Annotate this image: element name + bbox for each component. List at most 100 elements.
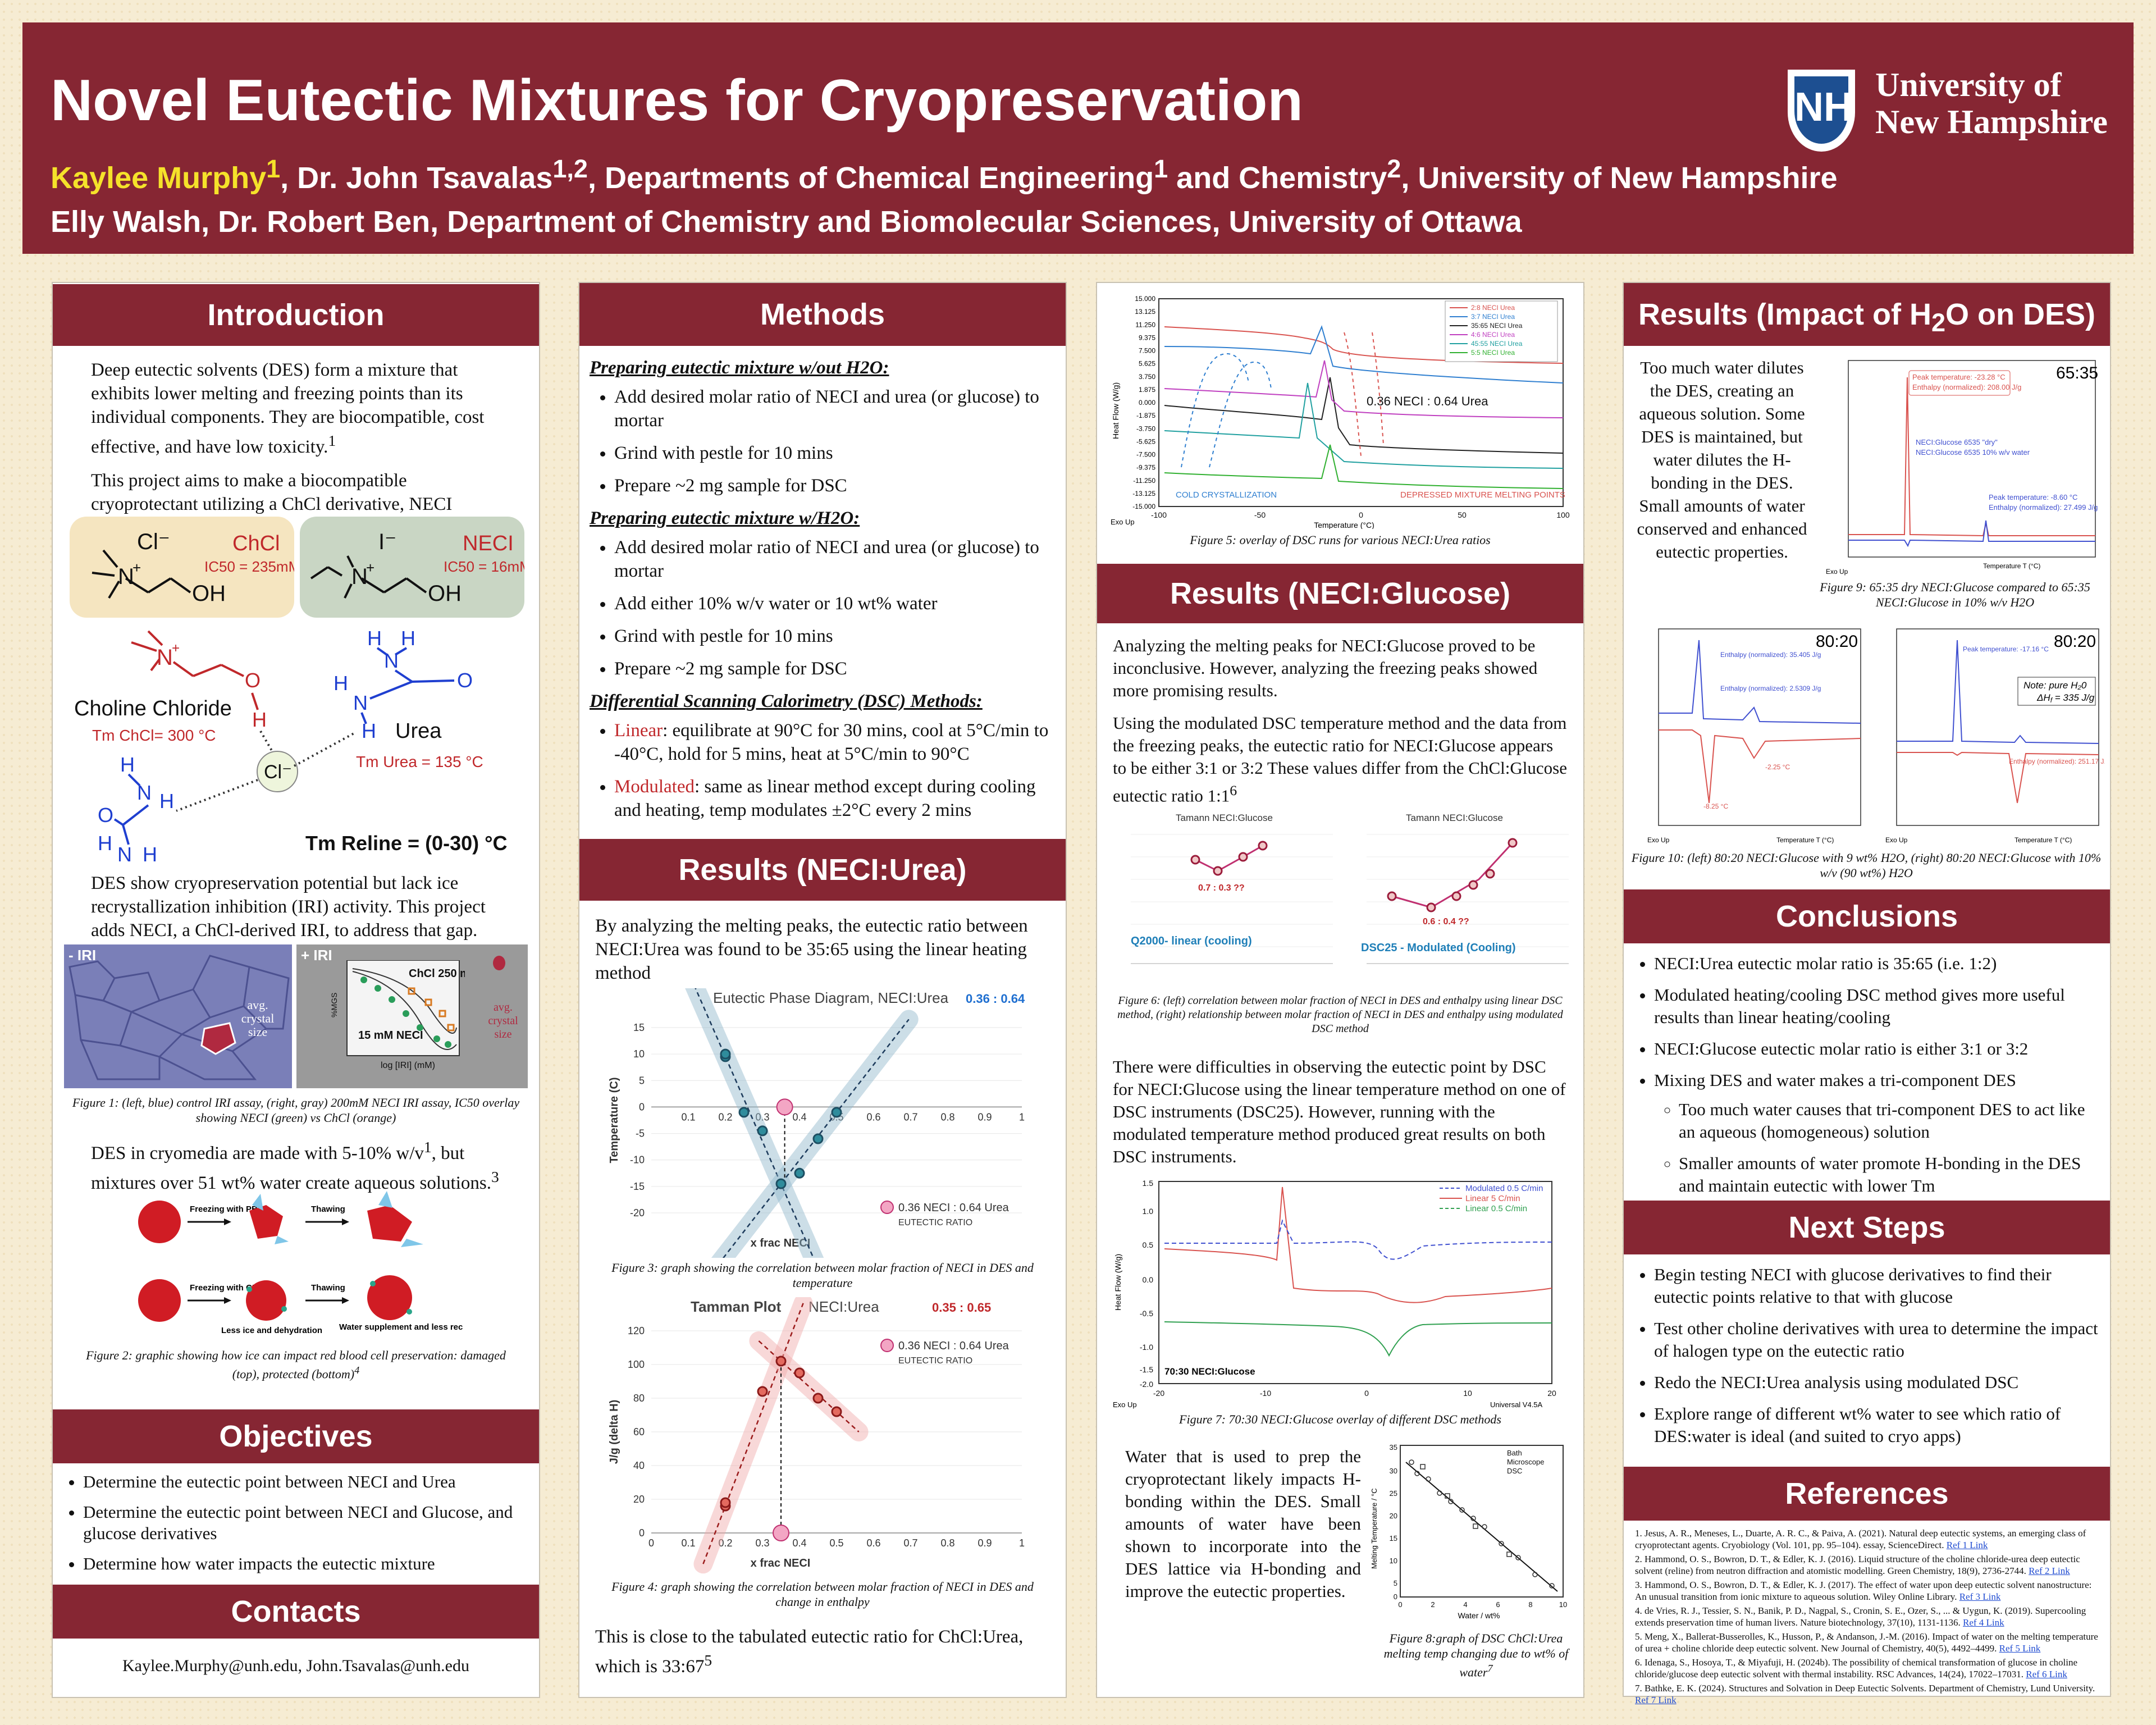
eutectic-phase-diagram: Eutectic Phase Diagram, NECI:Urea 0.36 : … (608, 988, 1025, 1258)
introduction-heading: Introduction (53, 284, 539, 346)
neci-structure-icon: N+ I⁻ OH NECI IC50 = 16mM (310, 530, 532, 606)
svg-text:15: 15 (1390, 1534, 1397, 1543)
svg-text:N: N (157, 645, 173, 670)
fig10-enthalpy: Enthalpy (normalized): 251.17 J/g (2009, 757, 2104, 765)
data-point (794, 1167, 805, 1179)
dsc-ytick: -1.875 (1136, 412, 1155, 419)
x-tick-label: 0.7 (903, 1111, 917, 1122)
svg-text:O: O (245, 669, 261, 692)
fig9-enthalpy: Enthalpy (normalized): 208.00 J/g (1912, 383, 2021, 391)
y-tick-label: 80 (633, 1393, 645, 1404)
trend-line (722, 1019, 910, 1258)
svg-text:30: 30 (1390, 1467, 1397, 1475)
ic50-overlay-chart: ChCl 250 mM 15 mM NECI log [IRI] (mM) %M… (330, 960, 465, 1070)
reference-link[interactable]: Ref 1 Link (1946, 1540, 1988, 1550)
x-tick-label: 0.2 (718, 1111, 732, 1122)
next-step-item: Begin testing NECI with glucose derivati… (1654, 1263, 2101, 1308)
reference-item: 5. Meng, X., Ballerat-Busserolles, K., H… (1635, 1631, 2099, 1654)
chcl-structure-icon: N+ Cl⁻ OH ChCl IC50 = 235mM (92, 530, 300, 606)
fig9-legend-dry: NECI:Glucose 6535 "dry" (1916, 438, 1998, 446)
department-1: , Departments of Chemical Engineering (587, 161, 1154, 195)
y-axis-label: Temperature (C) (608, 1078, 620, 1163)
dsc-curve-46 (1164, 360, 1564, 418)
tamann-glucose-linear-chart: Tamann NECI:Glucose 0.7 : 0.3 ?? Q2000- … (1131, 813, 1333, 964)
dsc-xtick: -50 (1254, 510, 1266, 519)
university-1: , University of New Hampshire (1401, 161, 1838, 195)
linear-text: : equilibrate at 90°C for 30 mins, cool … (614, 720, 1049, 764)
methods-content: Preparing eutectic mixture w/out H2O: Ad… (590, 356, 1056, 831)
unh-wordmark-line2: New Hampshire (1875, 103, 2108, 140)
svg-text:ΔHf = 335 J/g: ΔHf = 335 J/g (2036, 692, 2095, 704)
intro-p1-sup: 1 (328, 432, 336, 449)
intro-p2: This project aims to make a biocompatibl… (91, 471, 453, 514)
conclusion-item: NECI:Glucose eutectic molar ratio is eit… (1654, 1038, 2101, 1060)
reference-link[interactable]: Ref 5 Link (1999, 1643, 2041, 1654)
svg-text:-2.0: -2.0 (1140, 1380, 1153, 1389)
svg-text:25: 25 (1390, 1489, 1397, 1498)
confidence-band (711, 1010, 919, 1258)
reference-link[interactable]: Ref 3 Link (1959, 1591, 2001, 1602)
reference-link[interactable]: Ref 7 Link (1635, 1695, 1677, 1705)
svg-text:-2.25 °C: -2.25 °C (1765, 763, 1790, 771)
svg-text:4: 4 (1463, 1600, 1467, 1609)
svg-text:H: H (367, 627, 382, 650)
poster-header: Novel Eutectic Mixtures for Cryopreserva… (22, 22, 2134, 254)
results-glucose-heading: Results (NECI:Glucose) (1097, 564, 1583, 623)
svg-text:-10: -10 (1260, 1389, 1271, 1398)
neci-glucose-method-overlay-chart: 1.5 1.0 0.5 0.0 -0.5 -1.0 -1.5 -2.0 -20 -10 0 10 20… (1113, 1179, 1556, 1409)
methods-step: Add desired molar ratio of NECI and urea… (614, 385, 1056, 432)
figure-1-caption: Figure 1: (left, blue) control IRI assay… (72, 1096, 520, 1125)
depressed-melt-arrow (1344, 332, 1362, 457)
urea-label: Urea (395, 719, 442, 743)
q2000-label: Q2000- linear (cooling) (1131, 935, 1252, 947)
chart-annotation: 0.35 : 0.65 (932, 1300, 991, 1315)
y-tick-label: -20 (630, 1207, 645, 1219)
svg-text:20: 20 (1390, 1512, 1397, 1520)
chart-annotation: 0.36 : 0.64 (966, 992, 1025, 1006)
svg-text:N: N (353, 691, 368, 714)
x-tick-label: 0.2 (718, 1537, 732, 1549)
glucose-p2-sup: 6 (1230, 782, 1237, 798)
cold-crystallization-arrow (1181, 353, 1249, 468)
x-tick-label: 0.9 (977, 1537, 992, 1549)
dsc-overlay-annotation: 0.36 NECI : 0.64 Urea (1367, 394, 1488, 408)
x-tick-label: 0.1 (681, 1537, 695, 1549)
svg-text:H: H (362, 719, 376, 742)
chart-title: Eutectic Phase Diagram, NECI:Urea (713, 989, 949, 1006)
conclusion-item: NECI:Urea eutectic molar ratio is 35:65 … (1654, 952, 2101, 975)
figure-3-caption: Figure 3: graph showing the correlation … (611, 1261, 1034, 1290)
dsc-ytick: 1.875 (1139, 386, 1155, 394)
fig7-legend-linear05: Linear 0.5 C/min (1465, 1204, 1527, 1213)
svg-text:H: H (120, 753, 135, 776)
svg-text:N: N (384, 649, 399, 672)
reference-link[interactable]: Ref 6 Link (2026, 1669, 2067, 1680)
fig10-left-ratio: 80:20 (1816, 632, 1858, 651)
dsc-legend-label: 45:55 NECI Urea (1471, 340, 1523, 348)
contacts-heading: Contacts (53, 1585, 539, 1639)
svg-text:10: 10 (1559, 1600, 1567, 1609)
cold-crystallization-label: COLD CRYSTALLIZATION (1176, 490, 1277, 500)
dsc-ytick: 0.000 (1139, 399, 1155, 407)
column-4b-panel: Next Steps Begin testing NECI with gluco… (1623, 1201, 2111, 1705)
x-tick-label: 0.8 (940, 1111, 954, 1122)
glucose-p1: Analyzing the melting peaks for NECI:Glu… (1113, 636, 1538, 700)
svg-text:5: 5 (1394, 1579, 1397, 1587)
svg-text:Exo Up: Exo Up (1885, 836, 1908, 844)
depressed-melt-arrow-2 (1372, 332, 1384, 445)
tamann-title-right: Tamann NECI:Glucose (1406, 813, 1503, 823)
avg-crystal-label-left: avg. crystal size (241, 998, 275, 1039)
dsc-ytick: -15.000 (1132, 503, 1155, 510)
svg-text:35: 35 (1390, 1443, 1397, 1452)
reference-link[interactable]: Ref 2 Link (2029, 1566, 2070, 1576)
x-tick-label: 0.1 (681, 1111, 695, 1122)
x-tick-label: 0.6 (866, 1537, 880, 1549)
intro-p3: DES show cryopreservation potential but … (91, 873, 486, 941)
reference-link[interactable]: Ref 4 Link (1963, 1617, 2004, 1628)
rbc-freezing-graphic: Freezing with PBS Freezing with CPA Thaw… (138, 1191, 463, 1335)
unh-wordmark-line1: University of (1875, 66, 2062, 103)
dsc-legend-label: 3:7 NECI Urea (1471, 313, 1515, 321)
chloride-ion-icon (257, 751, 298, 792)
contacts-emails[interactable]: Kaylee.Murphy@unh.edu, John.Tsavalas@unh… (122, 1656, 470, 1675)
intro-p4-sup1: 1 (423, 1138, 432, 1156)
reference-item: 1. Jesus, A. R., Meneses, L., Duarte, A.… (1635, 1527, 2099, 1551)
